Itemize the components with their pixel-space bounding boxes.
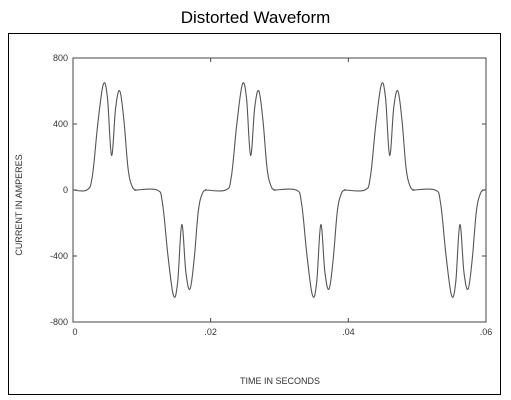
y-tick-label: 400 [53,119,68,129]
y-tick-label: 800 [53,53,68,63]
chart-frame [8,33,501,395]
series-line [72,82,486,298]
x-tick-label: 0 [72,327,77,337]
x-axis-label: TIME IN SECONDS [240,376,320,386]
y-axis-label: CURRENT IN AMPERES [14,154,24,255]
x-tick-label: .06 [480,327,493,337]
y-tick-label: -800 [50,317,68,327]
x-tick-label: .02 [204,327,217,337]
x-tick-label: .04 [342,327,355,337]
y-tick-label: -400 [50,251,68,261]
page-title: Distorted Waveform [180,8,331,27]
y-tick-label: 0 [63,185,68,195]
